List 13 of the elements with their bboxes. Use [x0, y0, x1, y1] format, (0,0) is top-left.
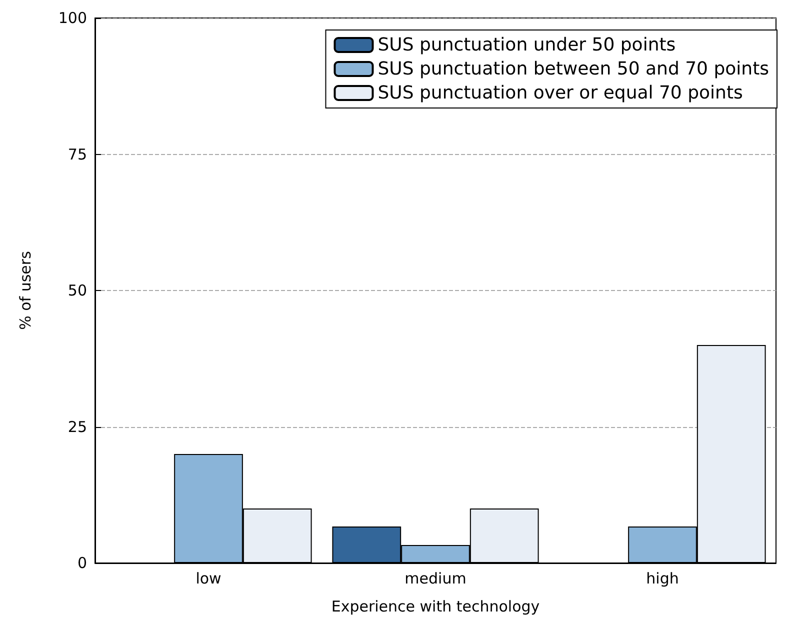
y-tick-label: 25 [68, 418, 87, 436]
x-tick-label: medium [404, 570, 466, 588]
legend-label: SUS punctuation between 50 and 70 points [378, 58, 770, 80]
y-tick-label: 0 [77, 554, 87, 572]
x-tick-label: low [196, 570, 222, 588]
y-tick-label: 50 [68, 282, 87, 300]
y-tick-label: 75 [68, 145, 87, 164]
x-axis-title: Experience with technology [331, 598, 540, 616]
legend-label: SUS punctuation over or equal 70 points [378, 82, 743, 104]
y-tick-label: 100 [58, 9, 87, 27]
y-axis-title: % of users [16, 250, 34, 330]
legend-label: SUS punctuation under 50 points [378, 34, 676, 56]
x-tick-label: high [646, 570, 679, 588]
